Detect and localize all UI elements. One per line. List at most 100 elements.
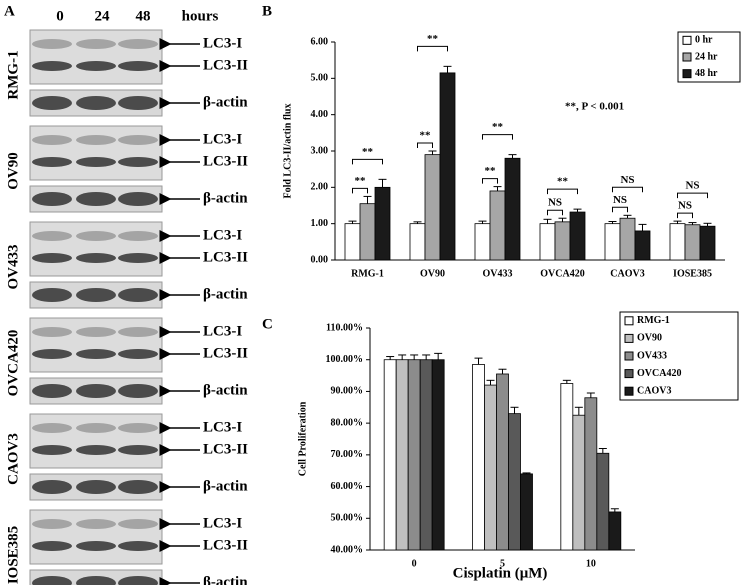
bar (539, 223, 556, 261)
column-header: 0 (56, 8, 64, 24)
bar (508, 413, 521, 551)
significance-bracket (417, 45, 448, 52)
blot-band (76, 61, 116, 71)
legend-swatch (682, 69, 692, 79)
bar (604, 223, 621, 261)
significance-label: NS (548, 197, 562, 209)
significance-label: ** (557, 176, 569, 188)
cell-line-label: OV433 (5, 245, 21, 290)
cell-line-label: OVCA420 (5, 330, 21, 397)
blot-band (118, 576, 158, 585)
significance-bracket (352, 187, 368, 194)
blot-band (118, 349, 158, 359)
y-tick-label: 6.00 (311, 36, 329, 47)
blot-band (76, 288, 116, 302)
significance-bracket (482, 178, 498, 184)
legend-swatch (624, 316, 634, 326)
bar (572, 414, 586, 551)
significance-label: NS (685, 180, 699, 192)
legend-label: OV433 (637, 350, 667, 361)
significance-label: NS (613, 194, 627, 206)
error-bar (623, 214, 632, 219)
band-label: LC3-I (203, 419, 242, 435)
bar (374, 186, 391, 261)
y-tick-label: 2.00 (311, 182, 329, 193)
bar (344, 223, 361, 261)
legend-swatch (682, 52, 692, 62)
blot-band (118, 39, 158, 49)
band-label: β-actin (203, 94, 248, 110)
panel-label: B (262, 3, 272, 19)
bar (359, 203, 376, 261)
cell-line-label: RMG-1 (5, 50, 21, 99)
blot-lc3 (29, 125, 163, 181)
error-bar (573, 208, 582, 213)
bar (489, 190, 506, 261)
bar (669, 223, 686, 261)
blot-band (76, 445, 116, 455)
band-label: β-actin (203, 286, 248, 302)
error-bar (422, 354, 431, 360)
band-label: LC3-I (203, 515, 242, 531)
blot-band (76, 96, 116, 110)
y-tick-label: 80.00% (331, 417, 364, 428)
blot-band (118, 253, 158, 263)
legend-swatch (682, 35, 692, 45)
significance-label: ** (362, 146, 374, 158)
annotation: **, P < 0.001 (565, 101, 624, 113)
error-bar (443, 65, 452, 73)
error-bar (562, 379, 571, 384)
bar (504, 157, 521, 261)
blot-band (76, 349, 116, 359)
blot-band (76, 541, 116, 551)
significance-bracket (547, 209, 563, 216)
band-label: LC3-II (203, 441, 248, 457)
blot-band (76, 327, 116, 337)
bar (569, 211, 586, 261)
y-tick-label: 50.00% (331, 513, 364, 524)
blot-band (32, 327, 72, 337)
significance-bracket (352, 158, 383, 165)
bar (409, 223, 426, 261)
error-bar (543, 218, 552, 224)
error-bar (410, 354, 419, 360)
blot-band (32, 288, 72, 302)
blot-band (118, 327, 158, 337)
significance-label: NS (620, 174, 634, 186)
significance-label: ** (355, 175, 367, 187)
blot-band (32, 231, 72, 241)
y-tick-label: 100.00% (326, 354, 364, 365)
blot-band (76, 231, 116, 241)
panel-label: A (4, 3, 15, 19)
error-bar (486, 379, 495, 386)
error-bar (508, 154, 517, 159)
error-bar (398, 354, 407, 360)
x-tick-label: IOSE385 (673, 268, 712, 279)
band-label: β-actin (203, 382, 248, 398)
error-bar (498, 368, 507, 374)
x-tick-label: RMG-1 (351, 268, 384, 279)
bar (699, 225, 716, 261)
blot-band (76, 253, 116, 263)
bar (407, 359, 421, 551)
column-header: hours (182, 8, 219, 24)
blot-band (76, 576, 116, 585)
blot-band (118, 480, 158, 494)
error-bar (474, 357, 483, 365)
band-label: β-actin (203, 190, 248, 206)
significance-label: ** (485, 165, 497, 177)
blot-band (118, 288, 158, 302)
band-label: LC3-I (203, 227, 242, 243)
blot-band (32, 349, 72, 359)
bar (419, 359, 433, 551)
blot-band (32, 39, 72, 49)
blot-band (32, 576, 72, 585)
significance-label: ** (420, 130, 432, 142)
legend-box (619, 311, 739, 401)
blot-lc3 (29, 317, 163, 373)
error-bar (478, 220, 487, 224)
blot-band (118, 135, 158, 145)
significance-bracket (612, 206, 628, 213)
error-bar (378, 178, 387, 188)
